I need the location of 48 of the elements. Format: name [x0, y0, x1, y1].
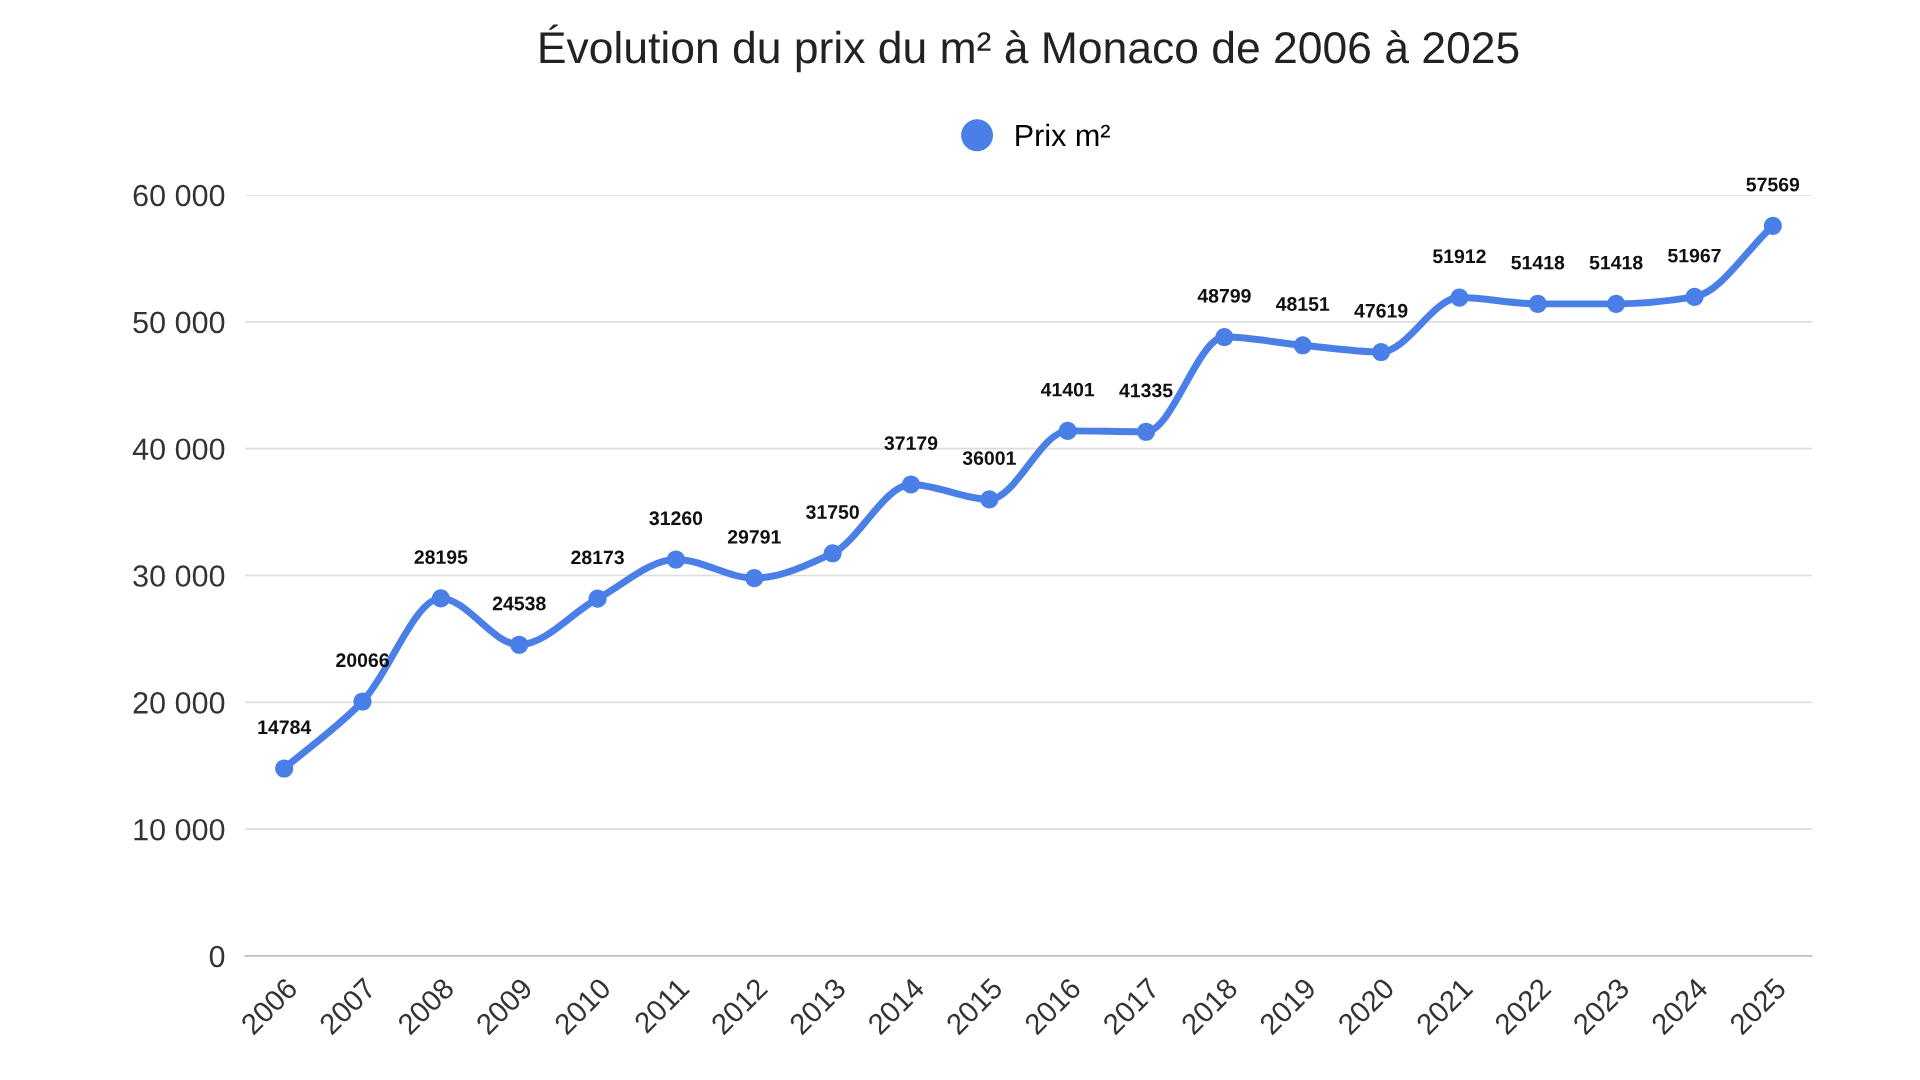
data-label: 28173: [571, 550, 624, 565]
point: [901, 475, 921, 494]
point: [275, 759, 294, 778]
data-label: 51418: [1511, 255, 1565, 270]
point: [1685, 287, 1704, 306]
data-label: 41401: [1040, 382, 1095, 397]
point: [745, 569, 764, 588]
y-tick-label: 50 000: [133, 311, 225, 334]
y-tick-label: 60 000: [133, 184, 225, 207]
data-label: 48151: [1275, 297, 1330, 311]
y-tick-label: 30 000: [133, 565, 225, 587]
point: [431, 589, 450, 608]
point: [588, 589, 607, 608]
data-label: 29791: [727, 529, 781, 544]
point: [1136, 422, 1156, 441]
legend-label: Prix m²: [1016, 123, 1110, 146]
data-label: 36001: [962, 451, 1016, 466]
point: [1058, 421, 1077, 440]
data-label: 51418: [1589, 255, 1643, 270]
point: [510, 635, 529, 654]
point: [1528, 294, 1547, 313]
point: [1450, 288, 1469, 307]
data-label: 48799: [1197, 288, 1251, 303]
data-label: 24538: [492, 596, 546, 611]
data-label: 41335: [1119, 383, 1173, 398]
chart-title: Évolution du prix du m² à Monaco de 2006 à 2025: [540, 24, 1519, 73]
data-label: 57569: [1746, 177, 1800, 192]
data-label: 31750: [806, 505, 859, 519]
point: [1607, 294, 1626, 313]
point: [1215, 328, 1234, 347]
data-label: 31260: [649, 511, 703, 526]
data-label: 51967: [1668, 248, 1721, 263]
y-tick-label: 0: [209, 945, 225, 968]
y-tick-label: 20 000: [133, 692, 225, 714]
data-label: 47619: [1354, 303, 1408, 318]
point: [980, 490, 999, 509]
y-tick-label: 10 000: [134, 818, 225, 841]
y-tick-label: 40 000: [132, 438, 225, 461]
point: [666, 550, 685, 569]
data-label: 37179: [884, 436, 938, 451]
point: [1372, 342, 1391, 362]
point: [353, 692, 372, 711]
data-label: 14784: [258, 720, 312, 735]
point: [1293, 336, 1312, 355]
data-label: 28195: [414, 550, 468, 564]
point: [823, 544, 842, 563]
point: [1763, 216, 1782, 235]
data-label: 51912: [1432, 249, 1486, 264]
